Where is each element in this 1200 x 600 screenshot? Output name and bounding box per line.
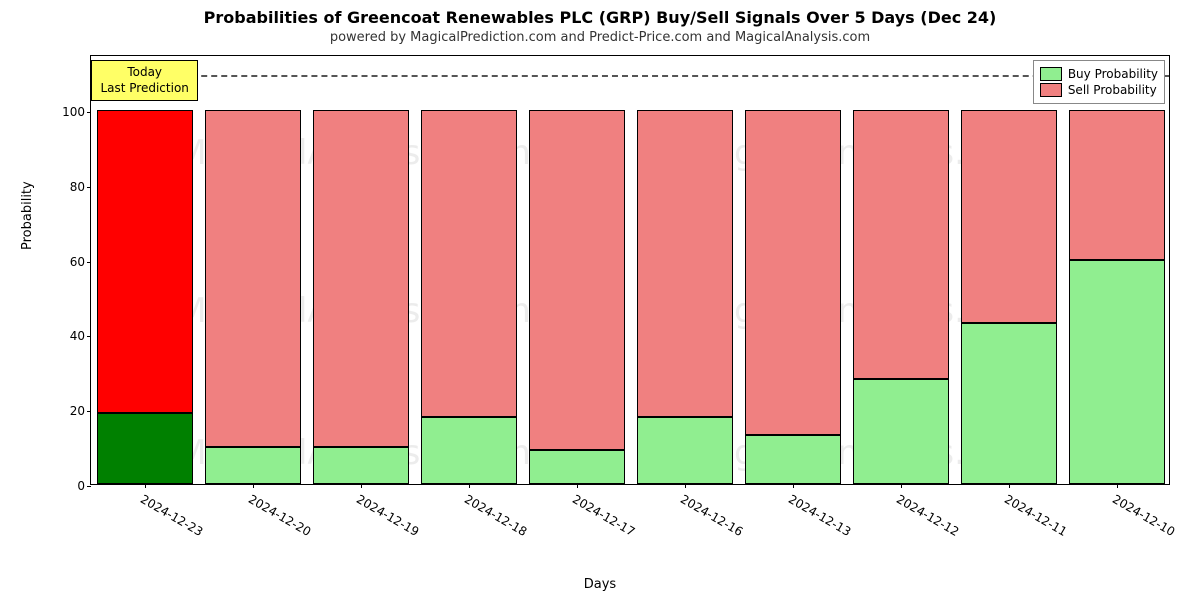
sell-bar <box>97 110 192 413</box>
legend: Buy Probability Sell Probability <box>1033 60 1165 104</box>
today-annotation: TodayLast Prediction <box>91 60 197 101</box>
xtick-mark <box>793 484 794 488</box>
xtick-mark <box>145 484 146 488</box>
xtick-mark <box>901 484 902 488</box>
xtick-mark <box>1117 484 1118 488</box>
buy-bar <box>205 447 300 484</box>
xtick-mark <box>1009 484 1010 488</box>
ytick-label: 0 <box>77 479 85 493</box>
xtick-mark <box>577 484 578 488</box>
xtick-mark <box>469 484 470 488</box>
ytick-mark <box>87 112 91 113</box>
xtick-label: 2024-12-17 <box>570 492 637 539</box>
buy-bar <box>745 435 840 484</box>
chart-subtitle: powered by MagicalPrediction.com and Pre… <box>0 30 1200 45</box>
sell-bar <box>637 110 732 417</box>
xtick-label: 2024-12-10 <box>1110 492 1177 539</box>
xtick-mark <box>253 484 254 488</box>
ytick-mark <box>87 486 91 487</box>
chart-title: Probabilities of Greencoat Renewables PL… <box>0 8 1200 27</box>
xtick-label: 2024-12-23 <box>138 492 205 539</box>
xtick-label: 2024-12-13 <box>786 492 853 539</box>
buy-bar <box>1069 260 1164 484</box>
sell-bar <box>205 110 300 447</box>
bar-group: 2024-12-10 <box>1069 54 1164 484</box>
bar-group: 2024-12-20 <box>205 54 300 484</box>
xtick-label: 2024-12-19 <box>354 492 421 539</box>
legend-label: Buy Probability <box>1068 67 1158 81</box>
x-axis-label: Days <box>0 577 1200 592</box>
legend-item: Sell Probability <box>1040 83 1158 97</box>
legend-label: Sell Probability <box>1068 83 1157 97</box>
sell-bar <box>421 110 516 417</box>
buy-bar <box>529 450 624 484</box>
sell-bar <box>529 110 624 450</box>
ytick-mark <box>87 262 91 263</box>
xtick-label: 2024-12-11 <box>1002 492 1069 539</box>
xtick-label: 2024-12-20 <box>246 492 313 539</box>
bar-group: 2024-12-19 <box>313 54 408 484</box>
chart-container: Probabilities of Greencoat Renewables PL… <box>0 0 1200 600</box>
y-axis-label: Probability <box>20 181 35 250</box>
ytick-label: 20 <box>70 404 85 418</box>
ytick-mark <box>87 336 91 337</box>
bar-group: 2024-12-11 <box>961 54 1056 484</box>
ytick-label: 80 <box>70 180 85 194</box>
xtick-mark <box>361 484 362 488</box>
ytick-label: 100 <box>62 105 85 119</box>
buy-bar <box>97 413 192 484</box>
xtick-label: 2024-12-12 <box>894 492 961 539</box>
ytick-mark <box>87 187 91 188</box>
buy-bar <box>853 379 948 484</box>
bar-group: 2024-12-12 <box>853 54 948 484</box>
buy-bar <box>313 447 408 484</box>
xtick-label: 2024-12-16 <box>678 492 745 539</box>
plot-area: 020406080100MagicalAnalysis.comMagicalAn… <box>90 55 1170 485</box>
bar-group: 2024-12-13 <box>745 54 840 484</box>
legend-swatch <box>1040 67 1062 81</box>
bar-group: 2024-12-23 <box>97 54 192 484</box>
legend-item: Buy Probability <box>1040 67 1158 81</box>
legend-swatch <box>1040 83 1062 97</box>
sell-bar <box>961 110 1056 323</box>
annotation-line1: Today <box>100 65 188 81</box>
buy-bar <box>961 323 1056 484</box>
buy-bar <box>421 417 516 484</box>
sell-bar <box>745 110 840 435</box>
buy-bar <box>637 417 732 484</box>
bar-group: 2024-12-16 <box>637 54 732 484</box>
ytick-label: 60 <box>70 255 85 269</box>
sell-bar <box>1069 110 1164 260</box>
annotation-line2: Last Prediction <box>100 81 188 97</box>
ytick-label: 40 <box>70 329 85 343</box>
xtick-mark <box>685 484 686 488</box>
xtick-label: 2024-12-18 <box>462 492 529 539</box>
bar-group: 2024-12-17 <box>529 54 624 484</box>
ytick-mark <box>87 411 91 412</box>
sell-bar <box>313 110 408 447</box>
bar-group: 2024-12-18 <box>421 54 516 484</box>
sell-bar <box>853 110 948 379</box>
